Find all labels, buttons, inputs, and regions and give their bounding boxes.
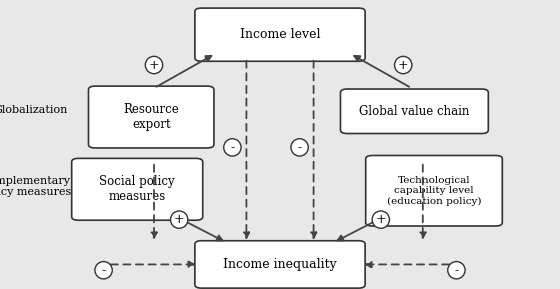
Text: +: +: [398, 59, 408, 71]
Text: Social policy
measures: Social policy measures: [99, 175, 175, 203]
Text: Income inequality: Income inequality: [223, 258, 337, 271]
Ellipse shape: [146, 56, 162, 74]
Text: Income level: Income level: [240, 28, 320, 41]
Ellipse shape: [171, 211, 188, 228]
Text: Complementary
policy measures: Complementary policy measures: [0, 176, 71, 197]
Ellipse shape: [224, 139, 241, 156]
Ellipse shape: [372, 211, 389, 228]
FancyBboxPatch shape: [72, 158, 203, 220]
Text: +: +: [149, 59, 159, 71]
Text: Globalization: Globalization: [0, 105, 68, 115]
FancyBboxPatch shape: [340, 89, 488, 134]
Text: Resource
export: Resource export: [123, 103, 179, 131]
Text: Technological
capability level
(education policy): Technological capability level (educatio…: [387, 176, 481, 206]
Ellipse shape: [95, 262, 112, 279]
FancyBboxPatch shape: [195, 241, 365, 288]
Ellipse shape: [395, 56, 412, 74]
Text: -: -: [101, 264, 106, 277]
Text: -: -: [297, 141, 302, 154]
Text: Global value chain: Global value chain: [359, 105, 470, 118]
FancyBboxPatch shape: [88, 86, 214, 148]
FancyBboxPatch shape: [195, 8, 365, 61]
FancyBboxPatch shape: [366, 155, 502, 226]
Text: +: +: [174, 213, 184, 226]
Text: -: -: [230, 141, 235, 154]
Text: +: +: [376, 213, 386, 226]
Ellipse shape: [291, 139, 308, 156]
Text: -: -: [454, 264, 459, 277]
Ellipse shape: [448, 262, 465, 279]
